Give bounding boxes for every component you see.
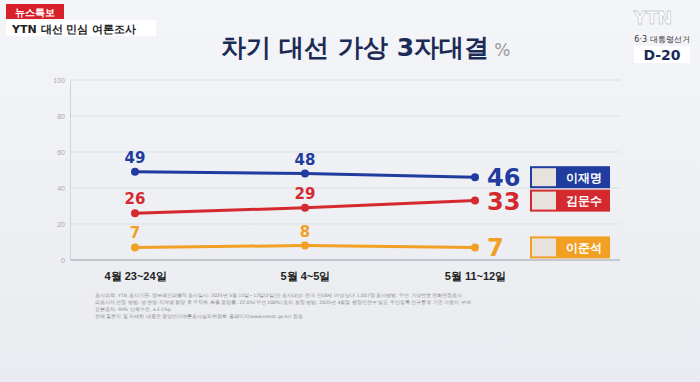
logo: YTN — [633, 8, 672, 28]
data-label: 7 — [487, 234, 504, 262]
badge-bg — [6, 4, 64, 19]
y-tick-label: 0 — [61, 257, 65, 264]
data-label: 33 — [487, 188, 520, 216]
y-tick: 40 — [57, 185, 70, 192]
y-tick-label: 60 — [57, 149, 65, 156]
program: YTN 대선 민심 여론조사 — [11, 23, 136, 36]
countdown: D-20 — [643, 47, 680, 63]
data-label: 8 — [300, 223, 310, 241]
x-tick-label: 4월 23~24일 — [104, 270, 166, 282]
grid-line — [70, 80, 620, 81]
y-tick-label: 80 — [57, 113, 65, 120]
y-tick: 80 — [57, 113, 70, 120]
grid — [70, 80, 620, 260]
legend-photo — [532, 168, 556, 186]
x-tick: 5월 4~5일 — [281, 260, 331, 282]
y-tick-label: 20 — [57, 221, 65, 228]
legend-box — [530, 166, 610, 188]
point — [471, 173, 479, 181]
y-tick: 100 — [53, 77, 70, 84]
x-tick-label: 5월 11~12일 — [445, 270, 506, 282]
legend-photo — [532, 192, 556, 210]
legend-box — [530, 236, 610, 258]
point — [131, 243, 139, 251]
point — [301, 242, 309, 250]
legend-photo — [532, 238, 556, 256]
event: 6·3 대통령선거 — [634, 35, 689, 44]
grid-line — [70, 260, 620, 261]
x-tick-label: 5월 4~5일 — [281, 270, 331, 282]
data-label: 26 — [125, 190, 146, 208]
x-tick: 5월 11~12일 — [445, 260, 506, 282]
legend-label: 김문수 — [566, 194, 602, 208]
canvas: 뉴스특보 YTN 대선 민심 여론조사 YTN 6·3 대통령선거 D-20 차기 대선 … — [0, 0, 700, 382]
badge: 뉴스특보 — [15, 7, 55, 18]
countdown-bg — [634, 46, 690, 63]
y-tick: 0 — [61, 257, 70, 264]
point — [471, 197, 479, 205]
footnote-line: 표본오차: 95% 신뢰수준, ±3.1%p — [95, 307, 171, 312]
grid-line — [70, 224, 620, 225]
data-label: 48 — [295, 151, 316, 169]
labels: 494846262933787 — [125, 149, 521, 263]
y-axis: 0 20 40 60 80 100 — [53, 77, 70, 264]
footnote-line: 피조사자 선정 방법: 성·연령·지역별 할당 후 무작위 추출 응답률: 22… — [95, 300, 471, 305]
unit: % — [494, 40, 510, 60]
x-axis-line — [136, 260, 476, 261]
point — [131, 168, 139, 176]
point — [301, 204, 309, 212]
footnote-line: 전체 질문지 및 자세한 내용은 중앙선거여론조사심의위원회 홈페이지(www.… — [95, 314, 303, 319]
y-tick-label: 100 — [53, 77, 65, 84]
x-tick: 4월 23~24일 — [104, 260, 166, 282]
legend-box — [530, 190, 610, 212]
x-axis: 4월 23~24일 5월 4~5일 5월 11~12일 — [104, 260, 506, 282]
footnote-line: 조사의뢰: YTN 조사기관: 엠브레인퍼블릭 조사일시: 2025년 5월 1… — [95, 293, 462, 298]
plot — [131, 168, 479, 252]
grid-line — [70, 152, 620, 153]
point — [471, 243, 479, 251]
footnote: 조사의뢰: YTN 조사기관: 엠브레인퍼블릭 조사일시: 2025년 5월 1… — [95, 293, 471, 319]
legend: 이재명김문수이준석 — [530, 166, 610, 258]
legend-label: 이준석 — [566, 241, 602, 255]
title: 차기 대선 가상 3자대결 — [221, 33, 490, 62]
point — [131, 209, 139, 217]
program-bg — [6, 20, 156, 36]
y-axis-line — [70, 81, 71, 261]
data-label: 29 — [295, 185, 316, 203]
y-tick-label: 40 — [57, 185, 65, 192]
y-tick: 20 — [57, 221, 70, 228]
grid-line — [70, 116, 620, 117]
point — [301, 170, 309, 178]
y-tick: 60 — [57, 149, 70, 156]
data-label: 7 — [130, 224, 140, 242]
data-label: 49 — [125, 149, 146, 167]
legend-label: 이재명 — [566, 171, 602, 185]
